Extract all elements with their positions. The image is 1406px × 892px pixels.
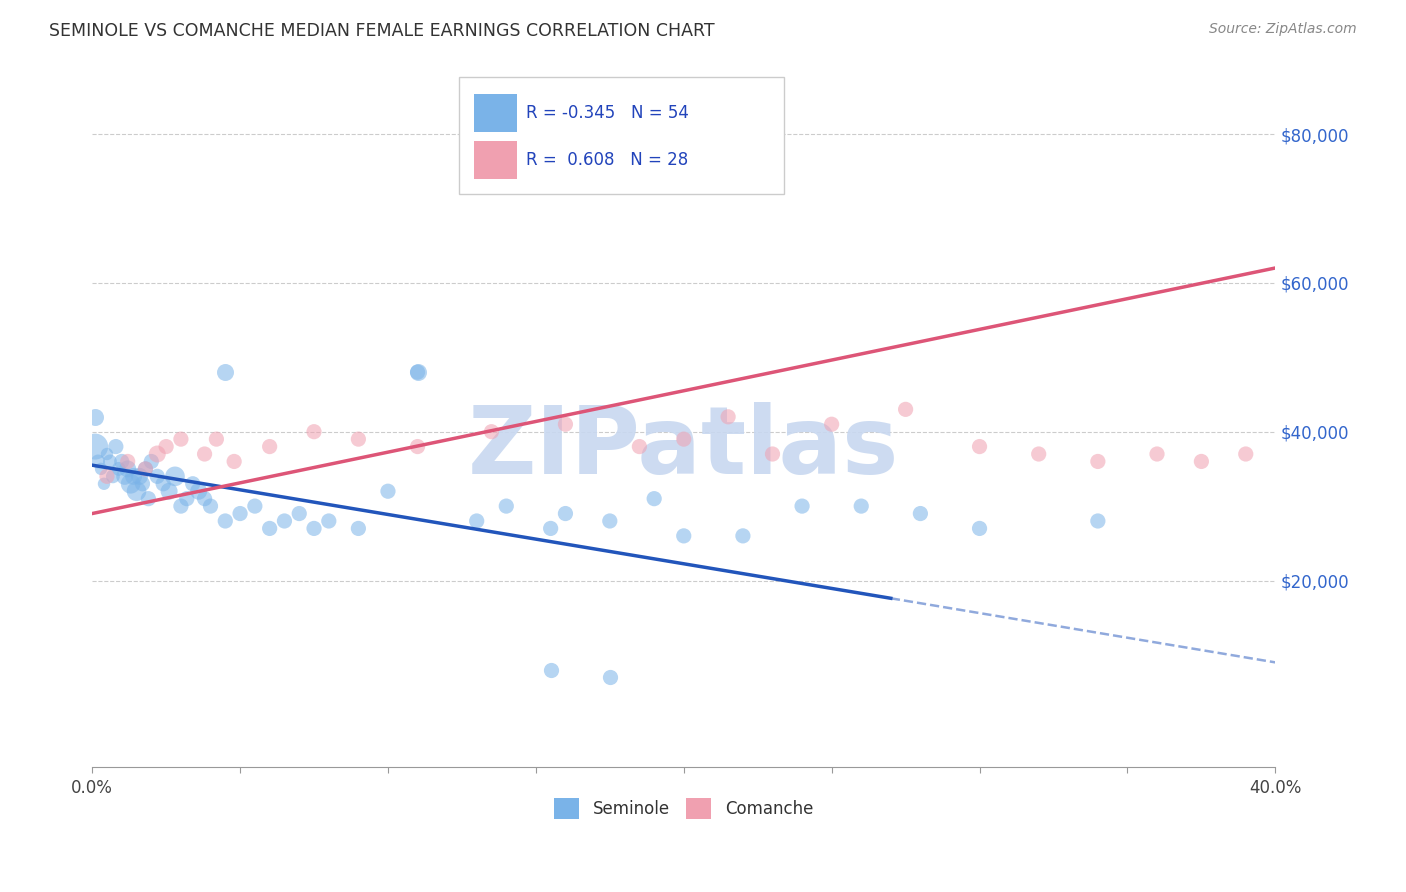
Text: SEMINOLE VS COMANCHE MEDIAN FEMALE EARNINGS CORRELATION CHART: SEMINOLE VS COMANCHE MEDIAN FEMALE EARNI… — [49, 22, 714, 40]
Text: R =  0.608   N = 28: R = 0.608 N = 28 — [526, 151, 689, 169]
FancyBboxPatch shape — [474, 94, 517, 132]
Point — [205, 432, 228, 446]
Point — [131, 476, 153, 491]
Point — [672, 432, 695, 446]
Point — [540, 663, 562, 677]
Point — [181, 476, 204, 491]
Point — [1087, 514, 1109, 528]
Point — [599, 670, 621, 684]
Point — [1146, 447, 1168, 461]
Text: ZIPatlas: ZIPatlas — [468, 402, 900, 494]
Point — [465, 514, 488, 528]
Point — [1189, 454, 1212, 468]
Point — [643, 491, 665, 506]
Point — [302, 521, 325, 535]
Point — [157, 484, 180, 499]
Point — [176, 491, 198, 506]
Point — [243, 499, 266, 513]
Point — [117, 454, 139, 468]
Point — [259, 440, 281, 454]
Point — [194, 447, 217, 461]
Point — [138, 491, 160, 506]
FancyBboxPatch shape — [474, 141, 517, 179]
Point — [134, 462, 156, 476]
Point — [894, 402, 917, 417]
FancyBboxPatch shape — [458, 78, 785, 194]
Point — [200, 499, 222, 513]
Point — [125, 484, 148, 499]
Point — [761, 447, 783, 461]
Point — [152, 476, 174, 491]
Point — [90, 462, 112, 476]
Point — [120, 476, 142, 491]
Point — [84, 409, 107, 424]
Y-axis label: Median Female Earnings: Median Female Earnings — [0, 319, 7, 507]
Point — [194, 491, 217, 506]
Point — [98, 454, 121, 468]
Point — [214, 365, 236, 379]
Point — [821, 417, 844, 432]
Point — [134, 462, 156, 476]
Point — [155, 440, 177, 454]
Point — [672, 529, 695, 543]
Legend: Seminole, Comanche: Seminole, Comanche — [548, 792, 820, 825]
Point — [104, 440, 127, 454]
Point — [111, 454, 134, 468]
Point — [96, 469, 118, 483]
Point — [628, 440, 651, 454]
Point — [128, 469, 150, 483]
Point — [1028, 447, 1050, 461]
Point — [302, 425, 325, 439]
Point — [1234, 447, 1257, 461]
Point — [554, 417, 576, 432]
Point — [93, 476, 115, 491]
Text: R = -0.345   N = 54: R = -0.345 N = 54 — [526, 103, 689, 121]
Point — [1087, 454, 1109, 468]
Point — [851, 499, 873, 513]
Point — [224, 454, 246, 468]
Point — [87, 454, 110, 468]
Point — [406, 440, 429, 454]
Point — [117, 462, 139, 476]
Point — [229, 507, 252, 521]
Point — [170, 432, 193, 446]
Point — [141, 454, 163, 468]
Text: Source: ZipAtlas.com: Source: ZipAtlas.com — [1209, 22, 1357, 37]
Point — [347, 521, 370, 535]
Point — [495, 499, 517, 513]
Point — [107, 462, 129, 476]
Point — [717, 409, 740, 424]
Point — [259, 521, 281, 535]
Point — [170, 499, 193, 513]
Point — [969, 440, 991, 454]
Point — [214, 514, 236, 528]
Point — [122, 469, 145, 483]
Point — [146, 469, 169, 483]
Point — [101, 469, 124, 483]
Point — [406, 365, 429, 379]
Point — [540, 521, 562, 535]
Point — [910, 507, 932, 521]
Point — [969, 521, 991, 535]
Point — [731, 529, 754, 543]
Point — [146, 447, 169, 461]
Point — [554, 507, 576, 521]
Point — [406, 365, 429, 379]
Point — [273, 514, 295, 528]
Point — [481, 425, 503, 439]
Point — [114, 469, 136, 483]
Point — [163, 469, 186, 483]
Point — [599, 514, 621, 528]
Point — [347, 432, 370, 446]
Point — [96, 447, 118, 461]
Point — [318, 514, 340, 528]
Point — [790, 499, 813, 513]
Point — [84, 440, 107, 454]
Point — [288, 507, 311, 521]
Point — [377, 484, 399, 499]
Point — [187, 484, 209, 499]
